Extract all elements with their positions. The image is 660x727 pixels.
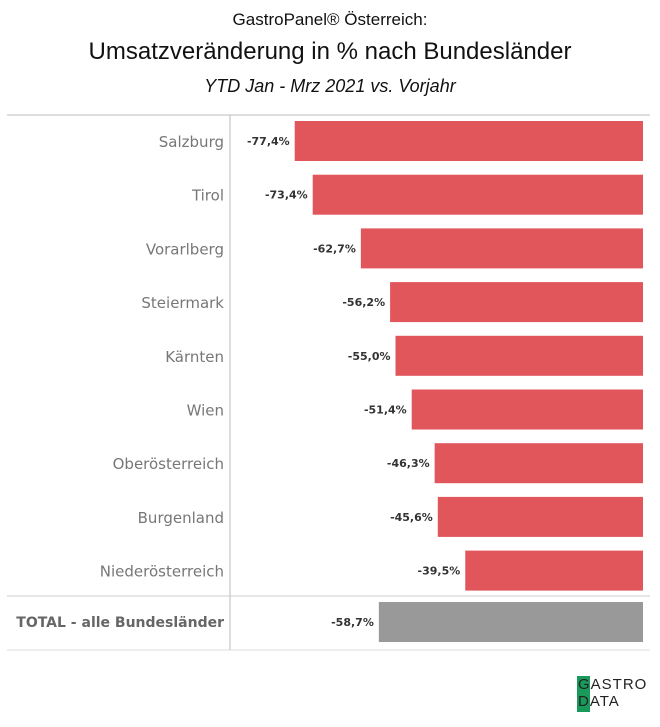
bar-steiermark [390,282,643,323]
data-label: -55,0% [348,350,391,363]
data-label: -39,5% [418,565,461,578]
category-label: Wien [187,402,224,420]
data-label: -73,4% [265,189,308,202]
bar-wien [411,389,643,430]
chart-title: Umsatzveränderung in % nach Bundesländer [88,38,572,65]
category-label: Niederösterreich [100,563,224,581]
bar-tirol [312,174,643,215]
bar-kärnten [395,335,643,376]
bar-vorarlberg [360,228,643,269]
bar-burgenland [437,496,643,537]
bar-oberösterreich [434,443,643,484]
category-label: Burgenland [138,509,224,527]
data-label: -56,2% [342,296,385,309]
total-label: TOTAL - alle Bundesländer [16,615,224,631]
category-label: Kärnten [165,348,224,366]
data-label: -45,6% [390,511,433,524]
bar-total [378,602,643,642]
category-label: Oberösterreich [113,455,224,473]
data-label: -62,7% [313,242,356,255]
chart-subtitle: YTD Jan - Mrz 2021 vs. Vorjahr [204,76,456,96]
category-label: Vorarlberg [146,240,224,258]
category-label: Tirol [191,187,224,205]
category-label: Salzburg [159,133,224,151]
bar-niederösterreich [465,550,643,591]
data-label: -46,3% [387,457,430,470]
chart-title-line1: GastroPanel® Österreich: [232,10,428,29]
category-label: Steiermark [141,294,224,312]
gastrodata-logo: GASTRO DATA [577,676,648,712]
data-label: -51,4% [364,404,407,417]
total-data-label: -58,7% [331,616,374,629]
bar-salzburg [294,121,643,161]
data-label: -77,4% [247,135,290,148]
